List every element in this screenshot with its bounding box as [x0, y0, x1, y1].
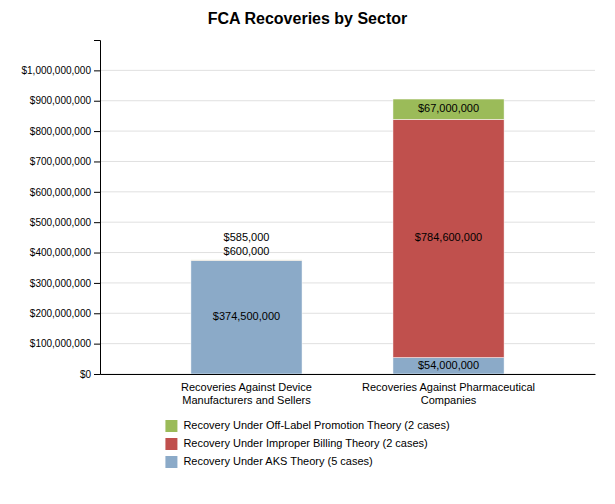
plot: $0 $100,000,000 $200,000,000 $300,000,000 $4… — [21, 41, 595, 407]
tick-mark — [94, 313, 100, 314]
legend: Recovery Under Off-Label Promotion Theor… — [165, 419, 449, 468]
tick-label: Recoveries Against PharmaceuticalCompani… — [362, 381, 535, 406]
tick-mark — [94, 222, 100, 223]
grid — [100, 70, 595, 374]
bar — [393, 119, 504, 357]
tick: $500,000,000 — [30, 217, 100, 228]
bars — [191, 99, 504, 374]
data-label: $374,500,000 — [213, 310, 280, 322]
tick: $800,000,000 — [30, 126, 100, 137]
tick: $300,000,000 — [30, 278, 100, 289]
grid-line — [100, 282, 595, 283]
legend-swatch — [165, 438, 177, 450]
axis-line — [101, 374, 596, 375]
x-axis: Recoveries Against DeviceManufacturers a… — [101, 375, 596, 407]
tick-label: $600,000,000 — [30, 187, 92, 198]
tick-label: $300,000,000 — [30, 278, 92, 289]
grid-line — [100, 374, 595, 375]
tick: $1,000,000,000 — [21, 65, 100, 76]
tick-mark — [94, 283, 100, 284]
tick-mark — [94, 253, 100, 254]
tick-label: $1,000,000,000 — [21, 65, 91, 76]
legend-label: Recovery Under AKS Theory (5 cases) — [183, 455, 372, 467]
tick: $100,000,000 — [30, 338, 100, 349]
tick-label: $900,000,000 — [30, 95, 92, 106]
tick-label: $800,000,000 — [30, 126, 92, 137]
grid-line — [100, 191, 595, 192]
tick-label: $0 — [80, 369, 92, 380]
tick-mark — [94, 70, 100, 71]
grid-line — [100, 100, 595, 101]
tick-mark — [94, 192, 100, 193]
tick-label: $200,000,000 — [30, 308, 92, 319]
series — [191, 99, 504, 260]
grid-line — [100, 222, 595, 223]
tick: $900,000,000 — [30, 95, 100, 106]
data-label: $600,000 — [224, 245, 270, 257]
grid-line — [100, 252, 595, 253]
bar — [191, 260, 302, 374]
series — [191, 119, 504, 357]
data-label: $67,000,000 — [418, 102, 479, 114]
tick-mark — [94, 161, 100, 162]
grid-line — [100, 343, 595, 344]
title: FCA Recoveries by Sector — [208, 10, 407, 27]
legend-item: Recovery Under Improper Billing Theory (… — [165, 437, 427, 450]
tick: $600,000,000 — [30, 187, 100, 198]
tick-mark — [94, 374, 100, 375]
data-labels: $374,500,000 $600,000 $585,000 $54,000,000 $… — [213, 102, 482, 371]
tick-label: $100,000,000 — [30, 338, 92, 349]
data-label: $54,000,000 — [418, 359, 479, 371]
bar — [393, 99, 504, 119]
tick: Recoveries Against PharmaceuticalCompani… — [362, 381, 535, 406]
data-label: $585,000 — [224, 231, 270, 243]
legend-item: Recovery Under Off-Label Promotion Theor… — [165, 419, 449, 432]
axis-line — [94, 41, 101, 375]
grid-line — [100, 70, 595, 71]
bar — [191, 259, 302, 260]
grid-line — [100, 313, 595, 314]
tick: $200,000,000 — [30, 308, 100, 319]
tick-mark — [94, 131, 100, 132]
bar — [191, 260, 302, 261]
tick-label: $400,000,000 — [30, 247, 92, 258]
legend-item: Recovery Under AKS Theory (5 cases) — [165, 455, 372, 468]
chart: FCA Recoveries by Sector $0 $100,000,000 $2… — [0, 0, 615, 504]
tick-label: $500,000,000 — [30, 217, 92, 228]
legend-swatch — [165, 420, 177, 432]
tick-label: Recoveries Against DeviceManufacturers a… — [181, 381, 312, 406]
y-axis: $0 $100,000,000 $200,000,000 $300,000,000 $4… — [21, 41, 100, 380]
tick: $0 — [80, 369, 100, 380]
tick: Recoveries Against DeviceManufacturers a… — [181, 381, 312, 406]
tick-mark — [94, 344, 100, 345]
bar — [393, 358, 504, 374]
legend-label: Recovery Under Improper Billing Theory (… — [183, 437, 427, 449]
grid-line — [100, 161, 595, 162]
tick: $700,000,000 — [30, 156, 100, 167]
tick: $400,000,000 — [30, 247, 100, 258]
grid-line — [100, 131, 595, 132]
data-label: $784,600,000 — [415, 231, 482, 243]
legend-label: Recovery Under Off-Label Promotion Theor… — [183, 419, 449, 431]
tick-mark — [94, 101, 100, 102]
tick-label: $700,000,000 — [30, 156, 92, 167]
legend-swatch — [165, 456, 177, 468]
